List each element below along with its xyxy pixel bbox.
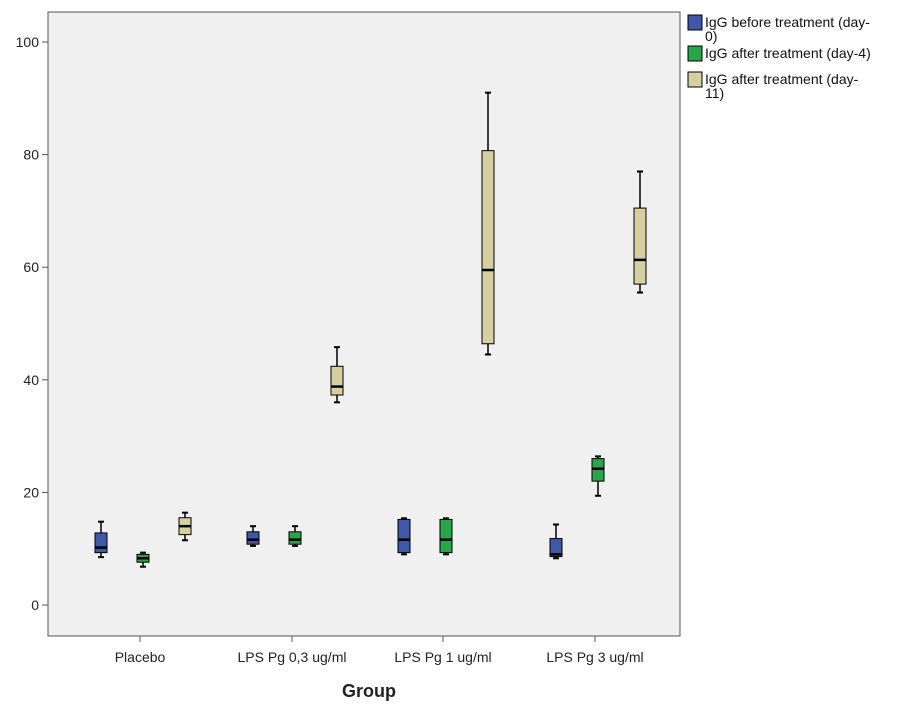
legend-label: IgG after treatment (day- <box>705 71 859 87</box>
legend-label: 11) <box>705 85 724 101</box>
box-iqr <box>94 532 108 554</box>
y-tick-label: 100 <box>16 34 40 50</box>
box-series-group <box>94 91 647 568</box>
box-plot <box>136 551 150 568</box>
box-plot <box>549 523 563 560</box>
legend-item: IgG after treatment (day-11) <box>687 71 859 101</box>
x-axis-title: Group <box>342 681 396 701</box>
box-iqr <box>481 150 495 345</box>
legend-swatch <box>687 45 703 62</box>
box-plot <box>94 520 108 559</box>
legend-item: IgG before treatment (day-0) <box>687 14 870 44</box>
legend-label: IgG before treatment (day- <box>705 14 870 30</box>
y-tick-label: 80 <box>23 147 39 163</box>
box-plot <box>397 517 411 556</box>
legend: IgG before treatment (day-0)IgG after tr… <box>687 14 871 101</box>
box-plot <box>439 517 453 556</box>
legend-label: IgG after treatment (day-4) <box>705 45 871 61</box>
x-axis: Placebo LPS Pg 0,3 ug/ml LPS Pg 1 ug/ml LPS… <box>115 636 644 665</box>
box-plot <box>178 511 192 542</box>
y-tick-label: 0 <box>31 597 39 613</box>
legend-item: IgG after treatment (day-4) <box>687 45 871 62</box>
legend-swatch <box>687 71 703 88</box>
box-plot <box>246 525 260 547</box>
box-iqr <box>439 518 453 554</box>
y-tick-label: 20 <box>23 484 39 500</box>
box-plot <box>633 170 647 294</box>
box-iqr <box>549 538 563 558</box>
y-tick-label: 60 <box>23 259 39 275</box>
box-iqr <box>330 365 344 396</box>
legend-swatch <box>687 14 703 31</box>
box-iqr <box>633 207 647 285</box>
x-tick-label: LPS Pg 0,3 ug/ml <box>238 649 347 665</box>
box-plot <box>591 455 605 497</box>
x-tick-label: LPS Pg 3 ug/ml <box>546 649 643 665</box>
plot-area <box>47 11 681 637</box>
box-plot <box>481 91 495 356</box>
x-tick-label: LPS Pg 1 ug/ml <box>394 649 491 665</box>
box-iqr <box>397 518 411 554</box>
legend-label: 0) <box>705 28 717 44</box>
box-plot <box>330 346 344 404</box>
y-tick-label: 40 <box>23 372 39 388</box>
y-axis: 0 20 40 60 80 100 <box>16 34 48 613</box>
x-tick-label: Placebo <box>115 649 166 665</box>
box-iqr <box>246 531 260 545</box>
box-plot <box>288 525 302 547</box>
box-iqr <box>288 531 302 545</box>
